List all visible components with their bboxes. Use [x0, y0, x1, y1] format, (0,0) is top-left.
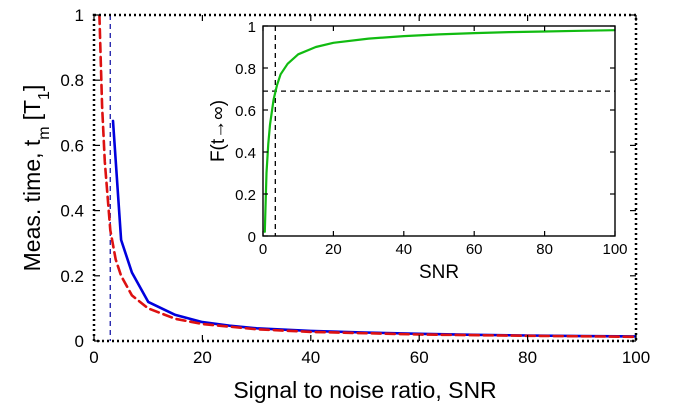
inset-y-tick-label: 0.4 [235, 145, 256, 162]
main-y-tick-label: 1 [75, 6, 84, 25]
main-series-line-2 [98, 15, 636, 339]
main-y-axis-label-unit: T [19, 100, 45, 114]
inset-y-tick-label: 0 [248, 229, 256, 246]
main-y-axis-label-bracket-open: [ [19, 113, 45, 120]
main-y-axis-label-sub: m [36, 126, 53, 139]
inset-series-layer [263, 26, 615, 236]
main-y-tick-label: 0 [75, 332, 84, 351]
main-plot-frame [92, 13, 638, 343]
main-y-axis-label-unit-sub: 1 [36, 91, 53, 100]
inset-x-tick-label: 80 [536, 241, 553, 258]
main-y-axis-label-bracket-close: ] [19, 85, 45, 91]
main-x-tick-label: 20 [193, 348, 212, 367]
main-x-axis-label: Signal to noise ratio, SNR [233, 377, 496, 403]
main-y-tick-label: 0.6 [60, 136, 84, 155]
inset-x-tick-label: 100 [602, 241, 627, 258]
inset-x-tick-label: 60 [466, 241, 483, 258]
main-x-tick-label: 80 [518, 348, 537, 367]
main-y-axis-label-main: Meas. time, t [19, 139, 45, 271]
inset-ticks-layer: 0 20 40 60 80 100 0 0.2 0.4 0.6 0.8 1 [235, 19, 627, 258]
inset-series-line-1 [263, 29, 615, 233]
main-y-tick-label: 0.2 [60, 267, 84, 286]
inset-y-tick-label: 0.8 [235, 61, 256, 78]
main-x-tick-label: 60 [410, 348, 429, 367]
inset-y-tick-label: 1 [248, 19, 256, 36]
inset-y-axis-label: F(t→∞) [208, 100, 229, 162]
main-y-tick-label: 0.8 [60, 71, 84, 90]
main-x-tick-label: 40 [301, 348, 320, 367]
inset-x-tick-label: 40 [395, 241, 412, 258]
main-x-tick-label: 0 [89, 348, 98, 367]
main-y-axis-label: Meas. time, tm [T1] [19, 85, 53, 272]
inset-y-tick-label: 0.2 [235, 187, 256, 204]
inset-plot-frame [262, 25, 616, 237]
inset-y-tick-label: 0.6 [235, 103, 256, 120]
inset-chart: 0 20 40 60 80 100 0 0.2 0.4 0.6 0.8 1 SNR F(t→∞) [208, 19, 628, 283]
inset-x-tick-label: 20 [325, 241, 342, 258]
main-series-line-1 [111, 119, 636, 338]
inset-x-tick-label: 0 [259, 241, 267, 258]
main-series-layer [98, 15, 636, 341]
inset-background [263, 26, 615, 236]
main-x-tick-label: 100 [622, 348, 650, 367]
main-y-tick-label: 0.4 [60, 202, 84, 221]
inset-x-axis-label: SNR [419, 262, 459, 283]
